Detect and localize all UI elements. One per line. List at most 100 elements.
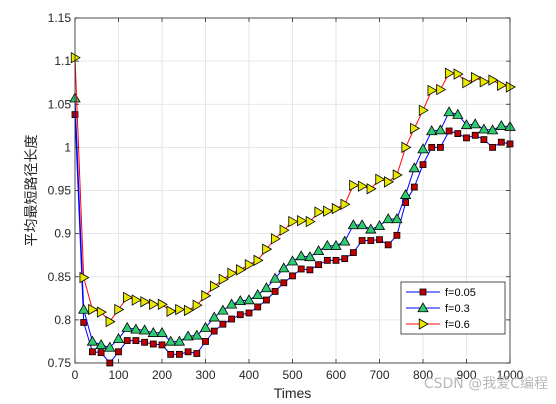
data-point (89, 348, 96, 356)
data-point (193, 350, 201, 357)
data-point (376, 236, 383, 244)
data-point (184, 348, 192, 356)
data-point (147, 327, 159, 337)
data-point (157, 298, 168, 311)
data-point (115, 348, 122, 356)
data-point (253, 254, 264, 267)
data-point (505, 81, 516, 93)
data-point (112, 333, 125, 344)
data-point (365, 223, 377, 234)
data-point (497, 79, 508, 91)
data-point (123, 337, 131, 344)
data-point (104, 341, 116, 352)
data-point (410, 122, 421, 135)
data-point (270, 233, 281, 245)
data-point (123, 291, 134, 304)
data-point (286, 255, 299, 266)
data-point (131, 294, 142, 306)
data-point (175, 350, 183, 358)
data-point (297, 214, 308, 227)
data-point (210, 327, 218, 335)
legend-item: f=0.05 (406, 287, 476, 299)
data-point (366, 183, 377, 195)
data-point (167, 350, 175, 358)
data-point (462, 76, 473, 89)
data-point (339, 235, 351, 246)
series-f=0.05 (71, 111, 514, 367)
data-point (312, 245, 325, 256)
data-point (227, 267, 238, 279)
data-point (114, 303, 125, 316)
data-point (140, 296, 151, 308)
data-point (201, 290, 212, 302)
data-point (391, 213, 403, 224)
data-point (480, 136, 488, 144)
data-point (347, 219, 360, 230)
data-point (392, 169, 403, 181)
data-point (199, 321, 212, 332)
x-tick-label: 100 (108, 368, 128, 382)
x-tick-label: 200 (152, 368, 172, 382)
data-point (228, 315, 236, 323)
x-tick-label: 900 (456, 368, 476, 382)
data-point (121, 321, 133, 332)
data-point (175, 303, 186, 316)
data-point (357, 180, 368, 192)
data-point (428, 143, 436, 151)
data-point (489, 143, 497, 151)
data-point (488, 74, 499, 86)
y-tick-label: 1.15 (48, 11, 72, 25)
data-point (165, 335, 177, 346)
data-point (271, 288, 279, 295)
data-point (323, 256, 331, 264)
legend-marker (419, 288, 427, 296)
data-point (305, 215, 316, 228)
legend-label: f=0.05 (445, 287, 476, 299)
data-point (418, 104, 429, 116)
series-f=0.6 (70, 51, 516, 328)
data-point (460, 119, 473, 130)
data-point (417, 143, 429, 154)
data-point (410, 183, 418, 191)
y-tick-label: 1.05 (48, 97, 72, 111)
data-point (478, 123, 490, 134)
y-tick-label: 0.85 (48, 270, 72, 284)
data-point (453, 68, 464, 80)
data-point (210, 280, 221, 292)
data-point (260, 282, 273, 293)
x-tick-label: 800 (413, 368, 433, 382)
data-point (234, 295, 246, 306)
data-point (479, 76, 490, 88)
x-tick-label: 600 (326, 368, 346, 382)
data-point (218, 273, 229, 286)
data-point (452, 108, 464, 119)
series-layer (69, 51, 516, 367)
data-point (427, 84, 438, 97)
data-point (295, 250, 307, 261)
data-point (262, 243, 273, 255)
data-point (166, 305, 177, 317)
data-point (497, 138, 505, 146)
data-point (373, 220, 386, 231)
data-point (436, 83, 447, 96)
data-point (244, 258, 255, 271)
data-point (463, 134, 470, 142)
data-point (192, 299, 203, 311)
data-point (349, 179, 360, 192)
data-point (182, 330, 194, 341)
data-point (254, 303, 262, 311)
data-point (158, 341, 166, 349)
legend-label: f=0.3 (445, 303, 470, 315)
data-point (331, 202, 342, 215)
data-point (183, 304, 194, 317)
data-point (495, 120, 507, 130)
data-point (78, 303, 90, 314)
data-point (208, 311, 220, 322)
data-point (471, 71, 482, 84)
data-point (375, 173, 386, 185)
data-point (384, 176, 395, 188)
data-point (138, 324, 151, 335)
y-tick-label: 0.9 (54, 227, 71, 241)
y-tick-label: 1.1 (54, 54, 71, 68)
